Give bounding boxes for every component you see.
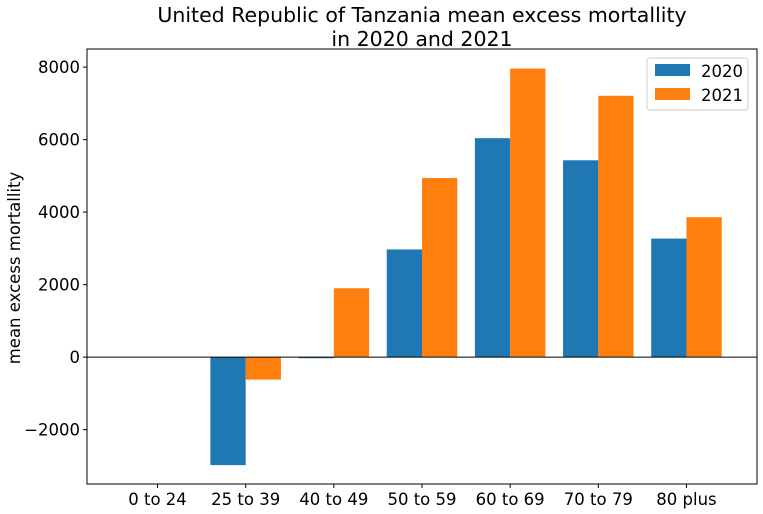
x-tick-label: 60 to 69 xyxy=(476,490,545,509)
x-tick-label: 50 to 59 xyxy=(387,490,456,509)
x-tick-label: 40 to 49 xyxy=(299,490,368,509)
bar-2020-50-to-59 xyxy=(386,249,422,358)
x-tick-label: 80 plus xyxy=(656,490,716,509)
y-tick-label: 0 xyxy=(70,348,81,367)
y-tick-label: 2000 xyxy=(38,276,80,295)
bar-2020-80-plus xyxy=(651,238,687,358)
bar-2021-40-to-49 xyxy=(333,288,370,358)
bar-2020-60-to-69 xyxy=(474,138,511,358)
bar-2021-80-plus xyxy=(686,217,722,358)
chart-title-line-2: in 2020 and 2021 xyxy=(331,27,512,51)
bar-2021-50-to-59 xyxy=(422,178,458,358)
bar-2020-40-to-49 xyxy=(298,357,334,359)
chart-title-line-1: United Republic of Tanzania mean excess … xyxy=(157,3,686,27)
plot-frame xyxy=(86,48,758,485)
bar-2021-25-to-39 xyxy=(245,357,281,380)
x-tick-label: 0 to 24 xyxy=(128,490,187,509)
x-tick-label: 70 to 79 xyxy=(564,490,633,509)
x-tick-label: 25 to 39 xyxy=(211,490,280,509)
legend-swatch-2020 xyxy=(655,64,690,76)
y-tick-label: 4000 xyxy=(38,203,80,222)
y-tick-label: 8000 xyxy=(38,58,80,77)
y-axis-label: mean excess mortallity xyxy=(5,171,24,364)
bar-2021-70-to-79 xyxy=(598,95,634,358)
legend-label-2021: 2021 xyxy=(701,86,743,105)
legend: 2020 2021 xyxy=(646,57,749,111)
legend-label-2020: 2020 xyxy=(701,62,743,81)
legend-swatch-2021 xyxy=(655,88,690,100)
plot-area: 0 to 24 25 to 39 40 to 49 50 to 59 60 to 69 7… xyxy=(24,48,758,509)
bar-2020-25-to-39 xyxy=(210,357,246,466)
y-tick-label: −2000 xyxy=(24,421,80,440)
bar-2021-60-to-69 xyxy=(510,68,546,358)
bar-2020-70-to-79 xyxy=(563,160,599,358)
y-tick-label: 6000 xyxy=(38,131,80,150)
